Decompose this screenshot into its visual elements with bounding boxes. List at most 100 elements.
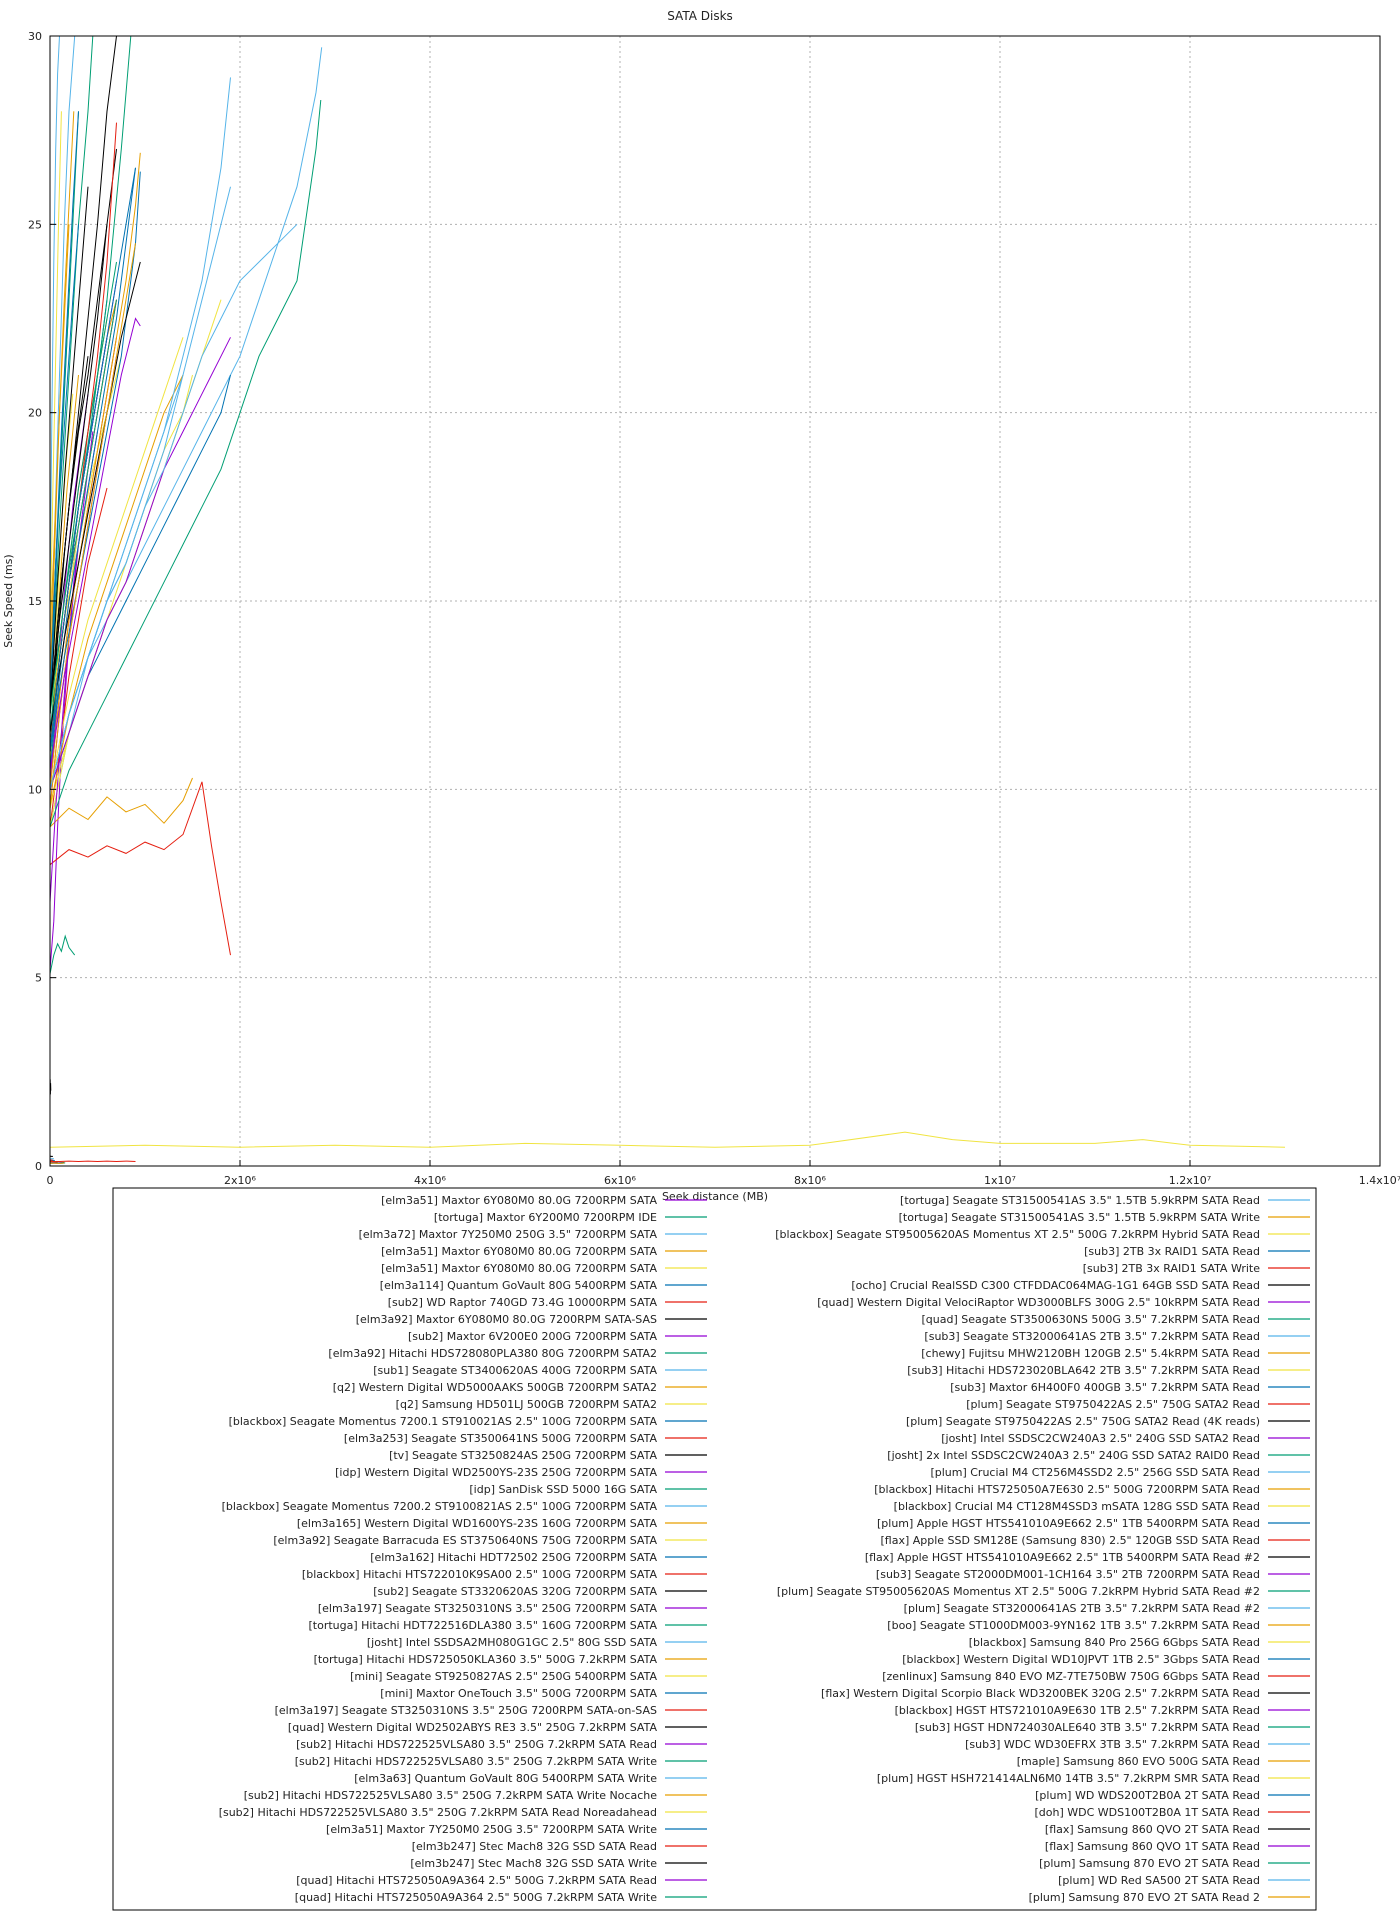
legend-entry-label: [elm3a51] Maxtor 6Y080M0 80.0G 7200RPM S… (381, 1262, 657, 1275)
legend-entry-label: [sub3] HGST HDN724030ALE640 3TB 3.5" 7.2… (915, 1721, 1260, 1734)
x-tick-label: 2x10⁶ (224, 1174, 257, 1187)
legend-entry-label: [blackbox] Western Digital WD10JPVT 1TB … (902, 1653, 1260, 1666)
legend-entry-label: [idp] Western Digital WD2500YS-23S 250G … (335, 1466, 657, 1479)
series-line-43 (50, 47, 323, 790)
legend-entry-label: [q2] Western Digital WD5000AAKS 500GB 72… (333, 1381, 657, 1394)
legend-entry-label: [q2] Samsung HD501LJ 500GB 7200RPM SATA2 (396, 1398, 657, 1411)
legend-entry-label: [blackbox] Seagate Momentus 7200.2 ST910… (222, 1500, 658, 1513)
legend-entry-label: [elm3a92] Seagate Barracuda ES ST3750640… (273, 1534, 657, 1547)
x-tick-label: 8x10⁶ (794, 1174, 827, 1187)
legend-entry-label: [sub2] Hitachi HDS722525VLSA80 3.5" 250G… (244, 1789, 658, 1802)
series-line-77 (50, 1131, 1286, 1148)
legend-entry-label: [plum] Samsung 870 EVO 2T SATA Read 2 (1029, 1891, 1260, 1904)
legend-entry-label: [quad] Hitachi HTS725050A9A364 2.5" 500G… (295, 1891, 657, 1904)
x-tick-label: 1x10⁷ (984, 1174, 1016, 1187)
legend-entry-label: [elm3a197] Seagate ST3250310NS 3.5" 250G… (318, 1602, 658, 1615)
series-line-47 (50, 781, 231, 956)
legend-entry-label: [elm3a162] Hitachi HDT72502 250G 7200RPM… (370, 1551, 657, 1564)
legend-entry-label: [quad] Western Digital WD2502ABYS RE3 3.… (288, 1721, 658, 1734)
legend-entry-label: [elm3a92] Maxtor 6Y080M0 80.0G 7200RPM S… (356, 1313, 657, 1326)
legend-entry-label: [chewy] Fujitsu MHW2120BH 120GB 2.5" 5.4… (921, 1347, 1260, 1360)
legend-entry-label: [plum] HGST HSH721414ALN6M0 14TB 3.5" 7.… (877, 1772, 1260, 1785)
series-line-32 (50, 224, 108, 715)
legend-entry-label: [flax] Apple HGST HTS541010A9E662 2.5" 1… (865, 1551, 1260, 1564)
legend-entry-label: [sub3] Seagate ST2000DM001-1CH164 3.5" 2… (876, 1568, 1260, 1581)
legend-entry-label: [elm3a114] Quantum GoVault 80G 5400RPM S… (380, 1279, 658, 1292)
legend-entry-label: [plum] Seagate ST9750422AS 2.5" 750G SAT… (906, 1415, 1260, 1428)
legend-entry-label: [ocho] Crucial RealSSD C300 CTFDDAC064MA… (851, 1279, 1260, 1292)
series-line-44 (50, 777, 193, 828)
series-line-38 (50, 111, 79, 715)
legend-entry-label: [mini] Seagate ST9250827AS 2.5" 250G 540… (350, 1670, 657, 1683)
legend-entry-label: [elm3a253] Seagate ST3500641NS 500G 7200… (344, 1432, 658, 1445)
legend-entry-label: [elm3a197] Seagate ST3250310NS 3.5" 250G… (275, 1704, 657, 1717)
legend-entry-label: [elm3b247] Stec Mach8 32G SSD SATA Write (410, 1857, 657, 1870)
legend-entry-label: [flax] Western Digital Scorpio Black WD3… (821, 1687, 1260, 1700)
legend-entry-label: [sub1] Seagate ST3400620AS 400G 7200RPM … (373, 1364, 657, 1377)
legend-entry-label: [sub3] WDC WD30EFRX 3TB 3.5" 7.2kRPM SAT… (965, 1738, 1260, 1751)
legend-box (112, 1187, 1317, 1911)
legend-entry-label: [doh] WDC WDS100T2B0A 1T SATA Read (1035, 1806, 1261, 1819)
series-line-73 (50, 317, 141, 771)
x-axis-ticks: 0 2x10⁶ 4x10⁶ 6x10⁶ 8x10⁶ 1x10⁷ 1.2x10⁷ 1.4x10⁷ (47, 1160, 1400, 1187)
y-tick-label: 25 (28, 218, 42, 231)
legend-entry-label: [sub2] Maxtor 6V200E0 200G 7200RPM SATA (408, 1330, 658, 1343)
legend-entry-label: [elm3a72] Maxtor 7Y250M0 250G 3.5" 7200R… (359, 1228, 658, 1241)
legend-entry-label: [sub2] Hitachi HDS722525VLSA80 3.5" 250G… (295, 1755, 658, 1768)
legend-entry-label: [zenlinux] Samsung 840 EVO MZ-7TE750BW 7… (882, 1670, 1260, 1683)
legend-entry-label: [boo] Seagate ST1000DM003-9YN162 1TB 3.5… (887, 1619, 1260, 1632)
series-line-2 (50, 934, 76, 974)
y-tick-label: 0 (35, 1160, 42, 1173)
legend-entry-label: [tortuga] Hitachi HDT722516DLA380 3.5" 1… (309, 1619, 658, 1632)
legend-entry-label: [mini] Maxtor OneTouch 3.5" 500G 7200RPM… (380, 1687, 657, 1700)
legend-entry-label: [blackbox] Seagate Momentus 7200.1 ST910… (229, 1415, 658, 1428)
legend-entry-label: [plum] Crucial M4 CT256M4SSD2 2.5" 256G … (930, 1466, 1260, 1479)
legend-entry-label: [sub3] 2TB 3x RAID1 SATA Read (1084, 1245, 1260, 1258)
legend-entry-label: [sub3] Seagate ST32000641AS 2TB 3.5" 7.2… (924, 1330, 1260, 1343)
legend-entry-label: [plum] Samsung 870 EVO 2T SATA Read (1039, 1857, 1260, 1870)
series-line-65 (50, 337, 231, 790)
legend-entry-label: [sub2] Hitachi HDS722525VLSA80 3.5" 250G… (296, 1738, 657, 1751)
legend-entry-label: [flax] Apple SSD SM128E (Samsung 830) 2.… (880, 1534, 1260, 1547)
legend-entry-label: [quad] Western Digital VelociRaptor WD30… (817, 1296, 1260, 1309)
legend-entry-label: [elm3a51] Maxtor 6Y080M0 80.0G 7200RPM S… (381, 1194, 657, 1207)
y-tick-label: 30 (28, 30, 42, 43)
legend-entry-label: [elm3a51] Maxtor 7Y250M0 250G 3.5" 7200R… (326, 1823, 657, 1836)
series-layer (50, 36, 1286, 1164)
series-line-70 (50, 167, 136, 752)
legend-entry-label: [tv] Seagate ST3250824AS 250G 7200RPM SA… (389, 1449, 657, 1462)
chart-title: SATA Disks (667, 9, 733, 23)
x-tick-label: 4x10⁶ (414, 1174, 447, 1187)
legend-entry-label: [tortuga] Seagate ST31500541AS 3.5" 1.5T… (899, 1211, 1261, 1224)
legend-entry-label: [blackbox] HGST HTS721010A9E630 1TB 2.5"… (895, 1704, 1260, 1717)
legend-entry-label: [elm3a51] Maxtor 6Y080M0 80.0G 7200RPM S… (381, 1245, 657, 1258)
legend-entry-label: [elm3b247] Stec Mach8 32G SSD SATA Read (412, 1840, 657, 1853)
legend-entry-label: [elm3a92] Hitachi HDS728080PLA380 80G 72… (328, 1347, 657, 1360)
series-line-60 (50, 152, 141, 790)
legend-entry-label: [sub3] Maxtor 6H400F0 400GB 3.5" 7.2kRPM… (950, 1381, 1260, 1394)
legend-entry-label: [elm3a165] Western Digital WD1600YS-23S … (297, 1517, 658, 1530)
grid (50, 36, 1380, 1166)
legend-entry-label: [josht] 2x Intel SSDSC2CW240A3 2.5" 240G… (887, 1449, 1260, 1462)
legend-entry-label: [idp] SanDisk SSD 5000 16G SATA (469, 1483, 657, 1496)
y-axis-label: Seek Speed (ms) (2, 554, 15, 647)
legend-entry-label: [tortuga] Maxtor 6Y200M0 7200RPM IDE (434, 1211, 657, 1224)
legend-entry-label: [plum] WD Red SA500 2T SATA Read (1058, 1874, 1260, 1887)
series-line-56 (50, 36, 117, 715)
legend-entry-label: [sub2] Seagate ST3320620AS 320G 7200RPM … (373, 1585, 657, 1598)
series-line-52 (50, 111, 75, 677)
legend-entry-label: [plum] Seagate ST95005620AS Momentus XT … (777, 1585, 1260, 1598)
series-line-13 (50, 337, 184, 790)
x-tick-label: 1.4x10⁷ (1359, 1174, 1400, 1187)
x-tick-label: 0 (47, 1174, 54, 1187)
legend-entry-label: [plum] Seagate ST9750422AS 2.5" 750G SAT… (966, 1398, 1260, 1411)
legend-entry-label: [plum] Apple HGST HTS541010A9E662 2.5" 1… (877, 1517, 1260, 1530)
legend-entry-label: [sub3] 2TB 3x RAID1 SATA Write (1083, 1262, 1260, 1275)
legend-entry-label: [tortuga] Hitachi HDS725050KLA360 3.5" 5… (314, 1653, 658, 1666)
legend: [elm3a51] Maxtor 6Y080M0 80.0G 7200RPM S… (219, 1194, 1310, 1904)
legend-entry-label: [plum] Seagate ST32000641AS 2TB 3.5" 7.2… (904, 1602, 1260, 1615)
series-line-12 (50, 374, 184, 809)
series-line-66 (50, 36, 132, 715)
